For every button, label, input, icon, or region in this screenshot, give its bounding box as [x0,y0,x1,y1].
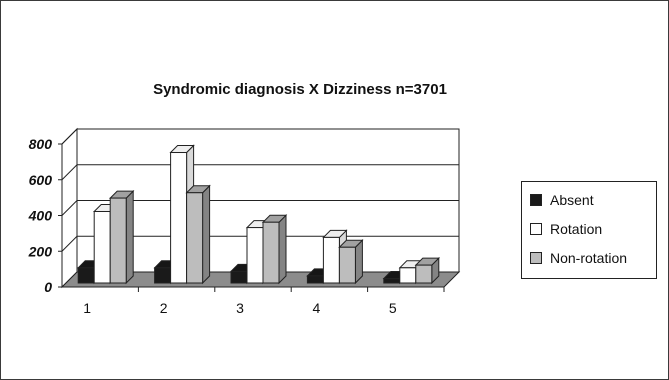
bar-front [154,267,172,284]
bar-side [202,184,211,285]
bar-front [415,264,433,284]
legend-item-non-rotation: Non-rotation [530,248,627,268]
x-tick-label: 2 [160,300,168,316]
bar-front [306,275,324,284]
legend-label-rotation: Rotation [550,221,603,237]
bar-front [186,192,204,284]
chart-title: Syndromic diagnosis X Dizziness n=3701 [153,81,447,98]
bar-front [262,221,280,284]
x-tick-label: 5 [389,300,397,316]
bar-front [93,211,111,284]
y-tick-label: 600 [29,172,53,188]
bar-front [322,236,340,284]
gridline-side [61,164,78,181]
legend-label-non-rotation: Non-rotation [550,250,628,266]
gridline-side [61,200,78,216]
legend: Absent Rotation Non-rotation [521,181,657,279]
y-axis-ticks: 0 200 400 600 800 [28,136,63,295]
bar-non-rotation-4 [338,239,364,285]
x-tick-label: 1 [83,300,91,316]
x-tick-label: 4 [313,300,321,316]
bar-front [230,270,248,284]
bar-front [170,152,188,284]
x-axis-ticks: 1 2 3 4 5 [62,286,445,316]
bar-non-rotation-1 [108,189,135,285]
bar-front [338,246,356,284]
y-tick-label: 400 [28,208,53,224]
bar-front [77,267,95,284]
legend-item-rotation: Rotation [530,219,602,239]
legend-swatch-rotation [530,223,542,235]
gridline-side [61,235,78,252]
y-tick-label: 0 [44,279,52,295]
legend-swatch-non-rotation [530,252,542,264]
legend-item-absent: Absent [530,190,594,210]
bar-non-rotation-5 [414,256,441,285]
bars-group [76,144,441,285]
y-tick-label: 800 [29,136,53,152]
bar-front [399,267,417,284]
bar-front [246,227,264,284]
gridline-side [61,128,78,145]
bar-side [125,189,134,285]
legend-label-absent: Absent [550,192,594,208]
bar-front [109,197,127,284]
x-tick-label: 3 [236,300,244,316]
y-tick-label: 200 [28,243,53,259]
bar-front [383,278,401,284]
bar-non-rotation-2 [185,184,211,285]
legend-swatch-absent [530,194,542,206]
bar-side [278,214,287,285]
bar-non-rotation-3 [261,214,288,285]
